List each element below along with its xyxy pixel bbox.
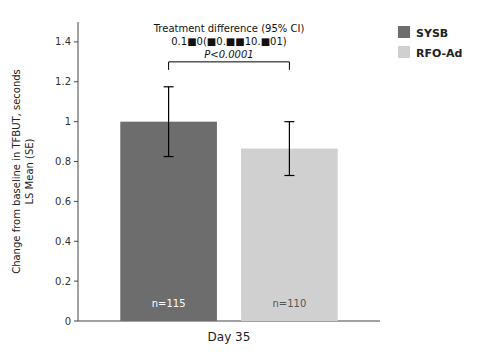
error-bar: [164, 87, 174, 157]
y-tick: [74, 241, 78, 242]
n-label: n=115: [152, 298, 186, 309]
y-tick-label: 1: [65, 116, 71, 127]
y-axis-label: Change from baseline in TFBUT, secondsLS…: [11, 69, 35, 274]
y-tick-label: 1.4: [55, 36, 71, 47]
y-axis-label-line: Change from baseline in TFBUT, seconds: [11, 69, 22, 274]
legend-swatch: [398, 46, 410, 58]
legend-label: RFO-Ad: [416, 47, 463, 60]
y-tick: [74, 321, 78, 322]
y-tick: [74, 121, 78, 122]
y-tick: [74, 281, 78, 282]
legend: SYSB RFO-Ad: [398, 26, 463, 60]
y-tick-label: 1.2: [55, 76, 71, 87]
y-axis-label-line: LS Mean (SE): [24, 138, 35, 204]
y-tick: [74, 81, 78, 82]
y-tick-label: 0: [65, 316, 71, 327]
n-label: n=110: [272, 298, 306, 309]
y-tick: [74, 161, 78, 162]
y-axis: 0 0.2 0.4 0.6 0.8 1 1.2 1.4: [55, 22, 78, 327]
bars: [120, 87, 337, 321]
legend-swatch: [398, 26, 410, 38]
y-tick-label: 0.4: [55, 236, 71, 247]
y-axis-line: [78, 22, 79, 321]
error-bar: [284, 122, 294, 176]
bar-labels: n=115 n=110: [152, 298, 307, 309]
legend-label: SYSB: [416, 27, 448, 40]
y-tick-label: 0.2: [55, 276, 71, 287]
y-tick-label: 0.8: [55, 156, 71, 167]
y-tick: [74, 41, 78, 42]
annotation: 0.1■0(■0.■■10.■01): [171, 36, 287, 47]
y-tick-label: 0.6: [55, 196, 71, 207]
x-tick-label: Day 35: [208, 330, 251, 344]
bracket: [169, 62, 290, 70]
chart: 0 0.2 0.4 0.6 0.8 1 1.2 1.4 Change from baseline…: [0, 0, 500, 361]
annotation: Treatment difference (95% CI): [153, 23, 305, 34]
annotation: P<0.0001: [204, 49, 253, 60]
y-tick: [74, 201, 78, 202]
